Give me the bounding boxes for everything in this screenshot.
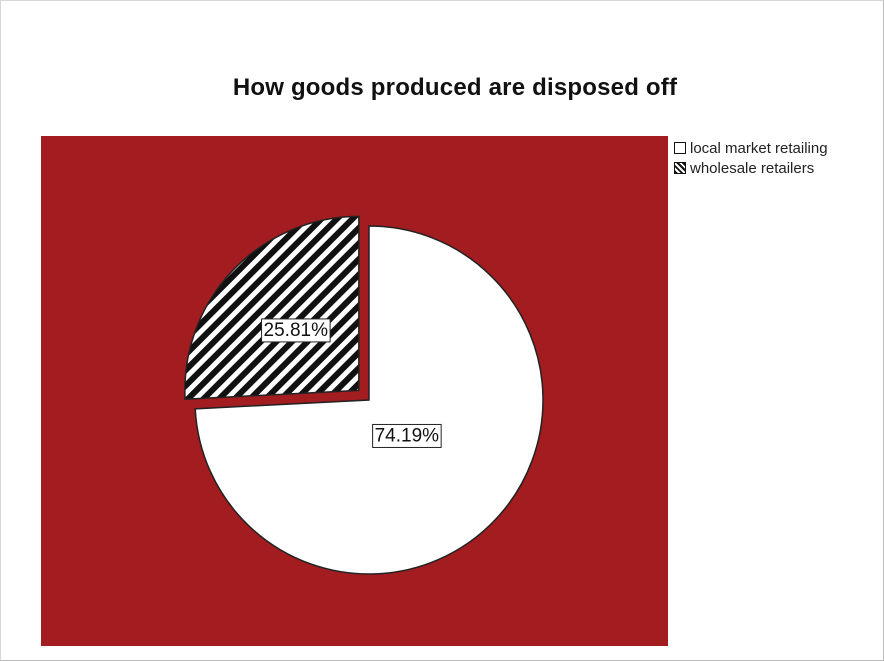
legend: local market retailing wholesale retaile… bbox=[674, 138, 828, 178]
slice-label-box bbox=[261, 318, 331, 343]
legend-item-wholesale: wholesale retailers bbox=[674, 158, 828, 178]
legend-swatch-plain bbox=[674, 142, 686, 154]
legend-label: wholesale retailers bbox=[690, 159, 815, 177]
slice-label: 74.19% bbox=[375, 425, 440, 446]
pie-slice-wholesale-retailers bbox=[184, 215, 360, 400]
slice-label-box bbox=[372, 423, 442, 448]
chart-title: How goods produced are disposed off bbox=[232, 74, 678, 101]
legend-label: local market retailing bbox=[690, 139, 828, 157]
pie-slice-local-market-retailing bbox=[194, 225, 544, 575]
legend-item-local-market: local market retailing bbox=[674, 138, 828, 158]
legend-swatch-hatched bbox=[674, 162, 686, 174]
slice-label: 25.81% bbox=[264, 320, 329, 341]
